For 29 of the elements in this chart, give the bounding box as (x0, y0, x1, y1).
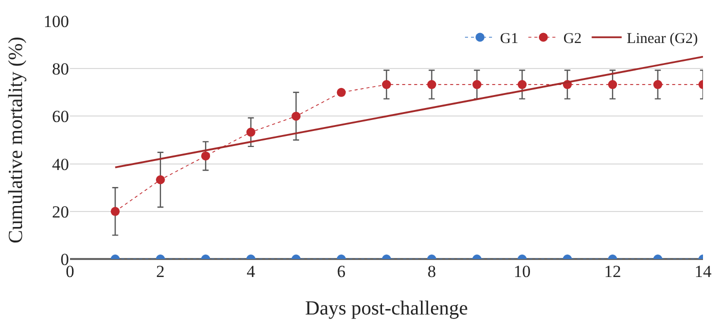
legend-label: Linear (G2) (626, 31, 698, 48)
x-axis-title: Days post-challenge (305, 298, 468, 320)
point (156, 175, 165, 184)
x-tick-label: 10 (514, 262, 531, 281)
x-tick-label: 12 (604, 262, 622, 281)
x-tick-label: 8 (427, 262, 436, 281)
point (653, 80, 662, 90)
point (427, 80, 436, 90)
y-axis-title: Cumulative mortality (%) (5, 36, 27, 244)
point (608, 80, 618, 90)
legend-label: G1 (500, 31, 518, 48)
point (201, 151, 210, 160)
point (382, 80, 391, 90)
y-tick-label: 100 (44, 12, 69, 31)
point (292, 112, 301, 121)
y-tick-label: 60 (52, 107, 69, 126)
y-tick-label: 80 (52, 60, 69, 79)
x-tick-label: 14 (694, 262, 712, 281)
y-tick-label: 40 (52, 154, 69, 174)
legend-label: G2 (563, 31, 582, 48)
point (472, 80, 482, 90)
x-tick-label: 4 (246, 262, 256, 281)
point (110, 206, 120, 216)
y-tick-label: 20 (52, 202, 69, 222)
point (336, 88, 346, 97)
x-tick-label: 2 (156, 262, 165, 281)
x-tick-label: 6 (337, 262, 346, 281)
point (246, 128, 256, 137)
point (518, 80, 527, 90)
